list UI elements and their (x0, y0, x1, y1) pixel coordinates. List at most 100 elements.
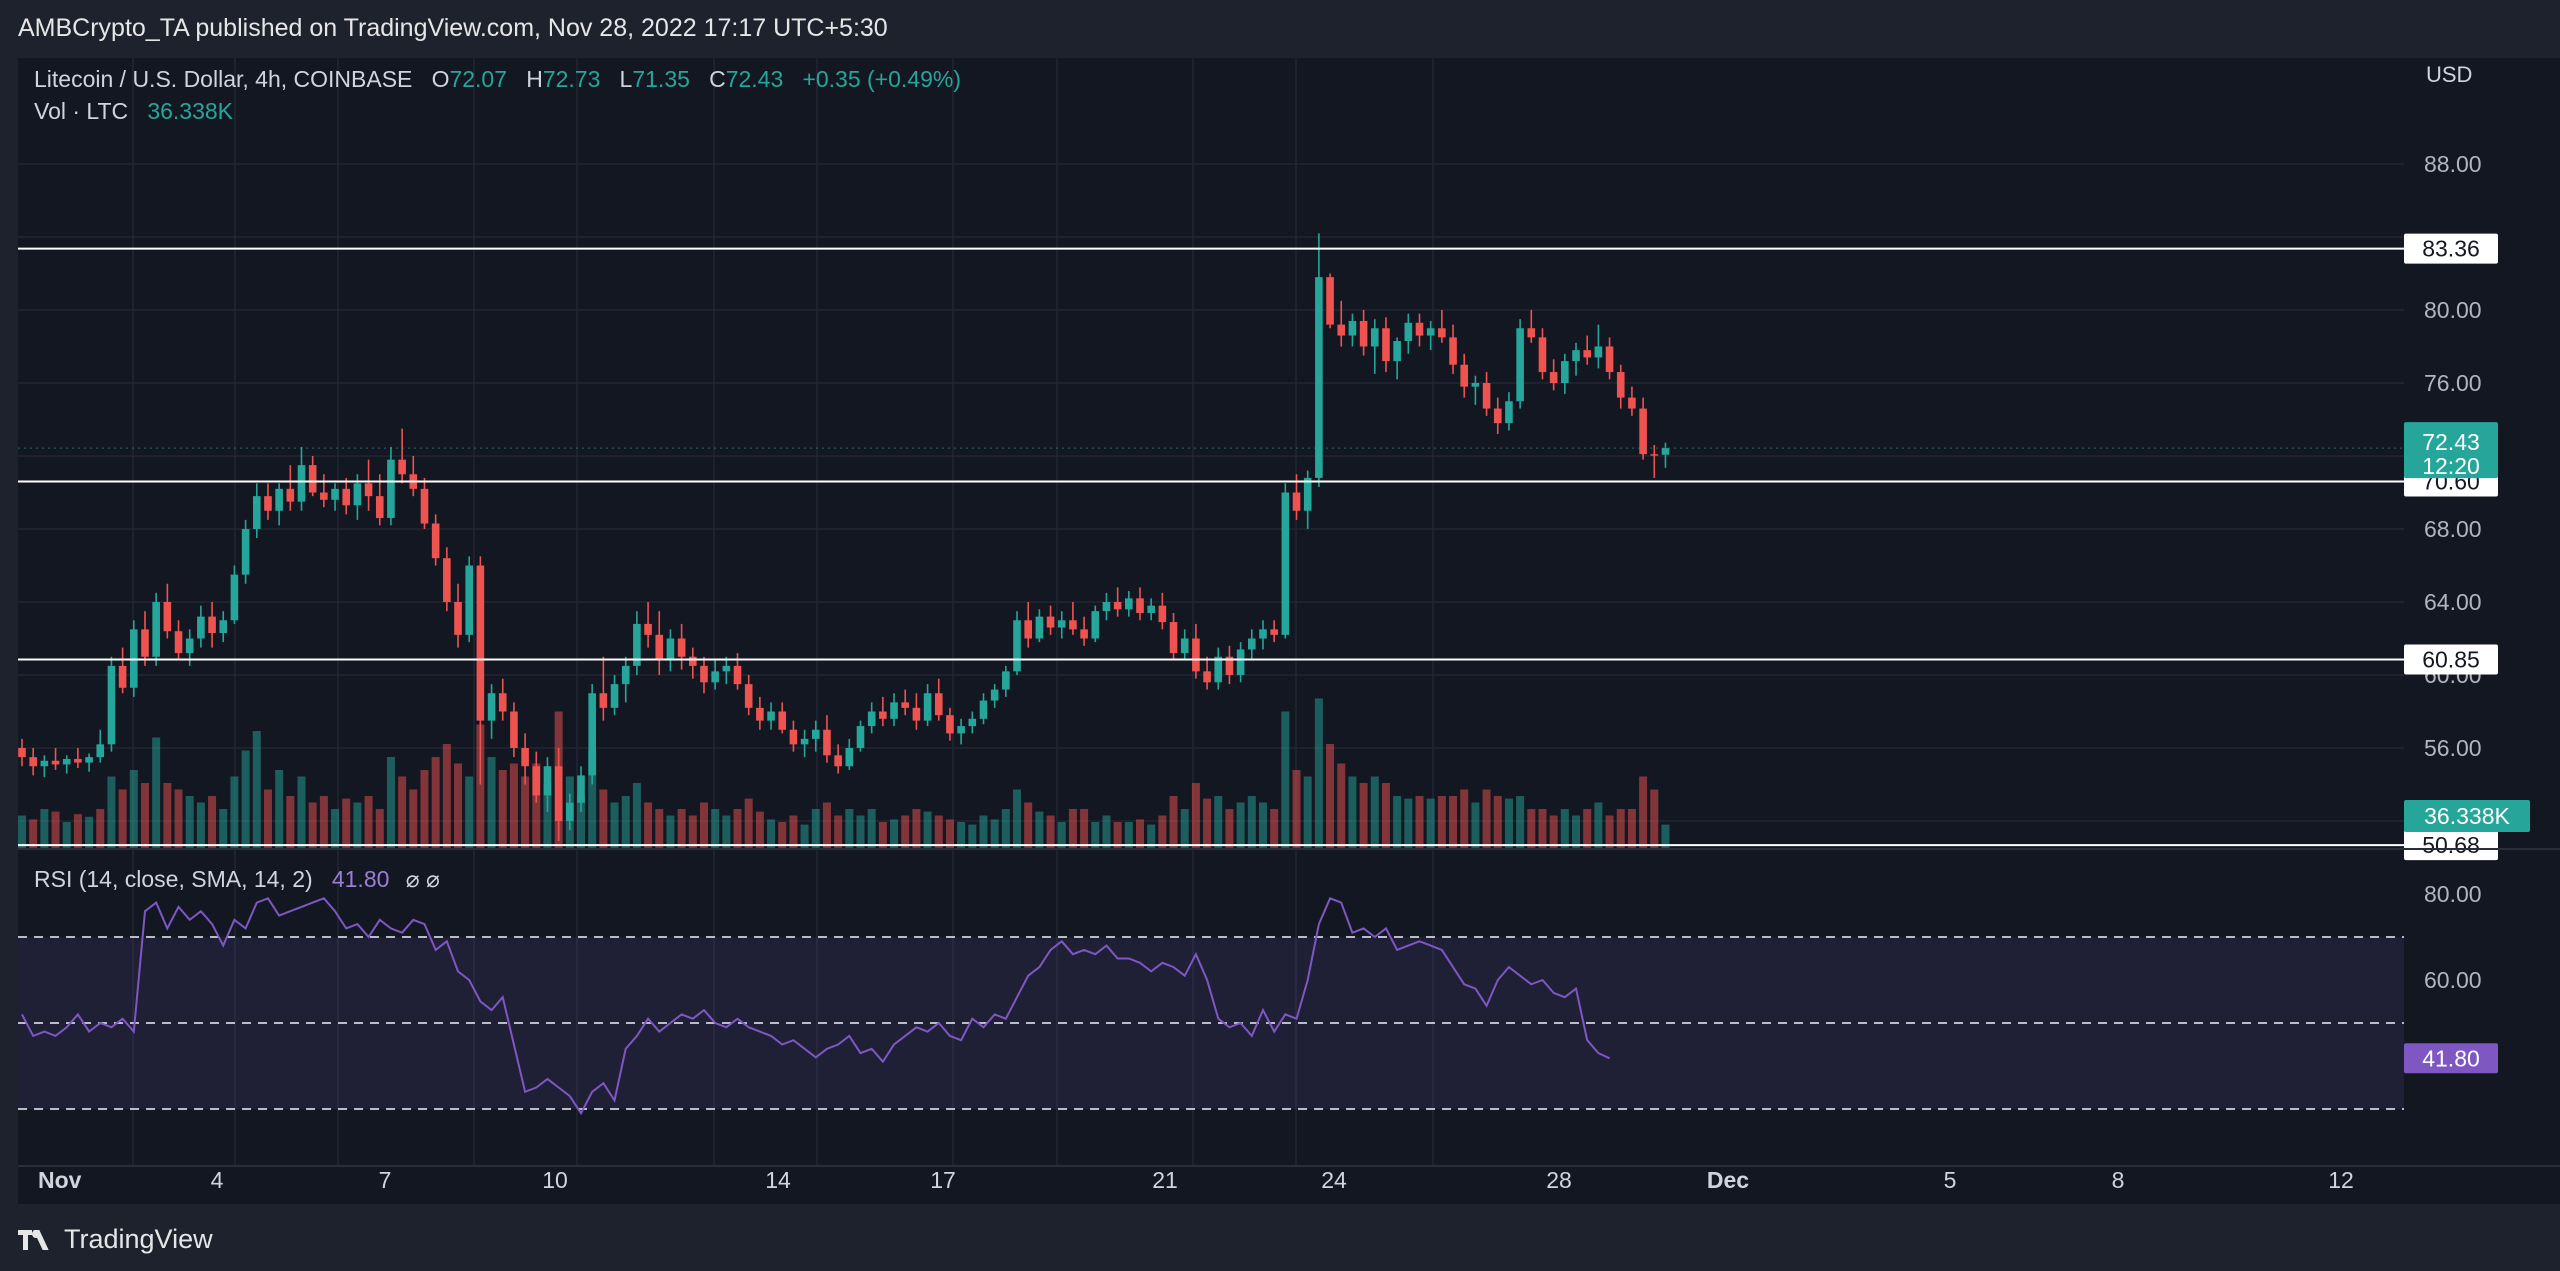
candle-body (554, 766, 563, 821)
volume-bar (1504, 798, 1513, 848)
candle-body (666, 638, 675, 661)
volume-bar (521, 776, 530, 848)
candle-body (1002, 671, 1010, 690)
volume-bar (1527, 809, 1536, 848)
candle-body (778, 711, 787, 730)
volume-bar (767, 819, 776, 848)
candle-body (1113, 602, 1122, 610)
candle-body (387, 459, 395, 519)
volume-bar (677, 809, 686, 848)
candle-body (219, 620, 228, 634)
volume-bar (822, 802, 831, 848)
candle-body (1527, 328, 1536, 338)
volume-bar (1314, 698, 1323, 848)
volume-bar (73, 814, 82, 848)
candle-body (364, 483, 373, 497)
time-axis-label: 12 (2328, 1167, 2354, 1193)
time-axis-label: 7 (379, 1167, 392, 1193)
volume-bar (476, 724, 485, 848)
volume-bar (62, 822, 71, 848)
price-axis-svg[interactable]: USD 88.00 80.00 76.00 68.00 64.00 60.00 56.00 80… (2404, 58, 2560, 1204)
candle-body (208, 616, 216, 634)
candle-body (275, 488, 283, 511)
candle-body (1035, 616, 1044, 639)
candle-body (577, 775, 585, 803)
volume-bar (1639, 776, 1648, 848)
candle-body (890, 702, 898, 719)
volume-bar (1393, 796, 1402, 848)
volume-bar (1281, 711, 1290, 848)
rsi-tag: 41.80 (2422, 1045, 2480, 1071)
time-axis-label: 8 (2112, 1167, 2125, 1193)
volume-bar (1169, 796, 1178, 848)
volume-bar (386, 757, 395, 848)
candle-body (308, 465, 317, 493)
candle-body (800, 738, 809, 745)
candle-body (588, 693, 596, 776)
price-axis[interactable]: USD 88.00 80.00 76.00 68.00 64.00 60.00 56.00 80… (2404, 58, 2560, 1204)
volume-bar (789, 815, 798, 848)
volume-bar (118, 789, 127, 848)
rsi-label[interactable]: RSI (14, close, SMA, 14, 2) (34, 866, 313, 892)
candle-body (655, 634, 664, 661)
candle-body (1650, 454, 1659, 456)
time-axis-label: 24 (1321, 1167, 1347, 1193)
candle-body (152, 602, 160, 657)
rsi-legend-value: 41.80 (331, 866, 390, 892)
volume-legend: Vol · LTC 36.338K (34, 98, 233, 125)
candle-body (74, 758, 82, 763)
volume-bar (375, 809, 384, 848)
volume-bar (275, 770, 284, 848)
candle-body (1538, 337, 1547, 373)
volume-bar (96, 809, 105, 848)
candle-body (856, 726, 865, 748)
candle-body (756, 707, 764, 721)
volume-bar (263, 789, 272, 848)
candle-body (532, 766, 541, 796)
candle-body (979, 700, 988, 719)
volume-bar (1102, 815, 1111, 848)
volume-bar (1024, 802, 1033, 848)
tradingview-brand[interactable]: TradingView (18, 1224, 213, 1255)
candle-body (990, 689, 999, 701)
volume-bar (543, 783, 552, 848)
candle-body (1426, 328, 1435, 336)
volume-bar (107, 776, 116, 848)
volume-bar (901, 815, 910, 848)
candle-body (96, 744, 105, 758)
candle-body (1359, 320, 1368, 347)
price-tick-label: 64.00 (2424, 589, 2482, 615)
symbol-label[interactable]: Litecoin / U.S. Dollar, 4h, COINBASE (34, 66, 413, 92)
candle-body (1639, 408, 1647, 455)
candle-body (465, 565, 473, 635)
candle-body (1080, 629, 1088, 639)
candle-body (1292, 492, 1301, 511)
volume-bar (945, 819, 954, 848)
candle-body (621, 665, 630, 685)
time-axis-label: 21 (1152, 1167, 1178, 1193)
price-chart-svg[interactable]: Nov 4 7 10 14 17 21 24 28 Dec 5 8 12 (18, 58, 2404, 1204)
candle-body (1482, 383, 1491, 409)
candle-body (1013, 620, 1021, 672)
chart-pane[interactable]: Nov 4 7 10 14 17 21 24 28 Dec 5 8 12 Litecoin / U.S.… (18, 58, 2404, 1204)
ohlc-legend: Litecoin / U.S. Dollar, 4h, COINBASE O72… (34, 66, 961, 93)
volume-bar (1482, 789, 1491, 848)
volume-bar (912, 809, 921, 848)
volume-bar (878, 822, 887, 848)
volume-label[interactable]: Vol · LTC (34, 98, 129, 124)
volume-bar (1415, 796, 1424, 848)
candle-body (1281, 492, 1290, 635)
time-axis-label: 4 (211, 1167, 224, 1193)
volume-bar (1538, 809, 1547, 848)
volume-bar (1348, 776, 1357, 848)
open-label: O (431, 66, 450, 92)
candle-body (1214, 656, 1223, 683)
candle-body (1057, 620, 1066, 628)
volume-bar (778, 822, 787, 848)
candle-body (633, 623, 641, 666)
candle-body (744, 684, 753, 708)
candle-body (1549, 372, 1558, 383)
candle-body (1192, 638, 1200, 672)
volume-bar (957, 822, 966, 848)
candle-body (599, 693, 608, 708)
